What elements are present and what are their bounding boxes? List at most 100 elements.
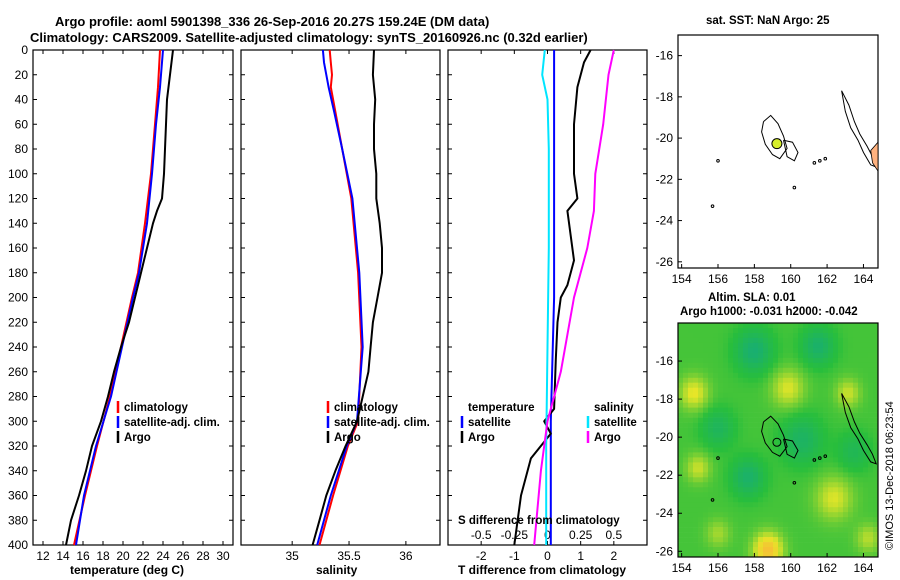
sla-cell [758,482,764,488]
sla-cell [743,472,749,478]
sla-cell [773,323,779,329]
sla-cell [773,452,779,458]
sla-cell [818,337,824,344]
sla-cell [738,537,744,543]
sla-cell [763,547,769,553]
sla-cell [843,502,849,508]
sla-cell [693,372,699,379]
sla-cell [798,323,804,329]
p2-series-satellite-adj-clim- [316,49,364,546]
sla-cell [843,392,849,398]
sla-cell [833,407,839,413]
sla-cell [848,467,854,473]
sla-cell [793,412,799,418]
sla-cell [838,397,844,403]
sla-cell [873,467,879,473]
sla-cell [688,532,694,538]
sla-cell [838,347,844,354]
sla-cell [853,417,859,423]
sla-cell [808,387,814,393]
sla-cell [773,472,779,478]
sla-cell [848,477,854,483]
sla-cell [808,367,814,374]
sla-cell [728,537,734,543]
sla-cell [853,497,859,503]
sla-cell [833,452,839,458]
sla-cell [773,512,779,518]
sla-cell [708,382,714,388]
sla-cell [708,477,714,483]
sla-cell [738,517,744,523]
sla-cell [753,482,759,488]
depth-tick-label: 280 [8,390,28,404]
sla-cell [833,507,839,513]
sla-cell [713,467,719,473]
sla-cell [748,372,754,379]
sla-cell [678,323,684,329]
sla-cell [723,387,729,393]
sla-cell [803,407,809,413]
sla-cell [778,517,784,523]
sla-cell [753,497,759,503]
sla-cell [863,512,869,518]
legend-s-satellite: satellite [594,417,637,429]
sla-cell [833,387,839,393]
sla-cell [713,377,719,384]
sla-cell [838,442,844,448]
sla-cell [783,522,789,528]
depth-tick-label: 300 [8,414,28,428]
sla-cell [698,362,704,369]
sla-cell [873,552,879,558]
sla-cell [703,492,709,498]
sla-cell [863,342,869,349]
sla-cell [788,427,794,433]
sla-cell [743,507,749,513]
sla-cell [743,477,749,483]
sla-cell [798,467,804,473]
sla-cell [828,507,834,513]
sla-cell [718,462,724,468]
sla-cell [738,367,744,374]
sla-cell [698,462,704,468]
sla-cell [788,412,794,418]
sla-cell [818,357,824,364]
sla-cell [848,417,854,423]
sla-cell [818,497,824,503]
sla-cell [703,347,709,354]
sla-cell [768,552,774,558]
sla-cell [838,512,844,518]
sla-cell [753,517,759,523]
sla-cell [678,352,684,359]
sla-cell [798,407,804,413]
sla-cell [743,412,749,418]
sla-cell [778,552,784,558]
sla-cell [698,422,704,428]
sla-cell [813,387,819,393]
sla-cell [693,457,699,463]
sla-cell [703,337,709,344]
sla-cell [823,477,829,483]
sla-cell [693,382,699,388]
sla-cell [863,527,869,533]
sla-cell [778,547,784,553]
sla-cell [733,387,739,393]
sla-cell [678,527,684,533]
sla-cell [813,532,819,538]
sla-cell [698,517,704,523]
sla-cell [703,542,709,548]
sla-cell [798,422,804,428]
sla-cell [768,357,774,364]
sla-cell [733,372,739,379]
sla-cell [828,442,834,448]
sla-cell [753,522,759,528]
sla-cell [768,472,774,478]
sla-cell [753,542,759,548]
sla-cell [743,432,749,438]
sla-cell [678,507,684,513]
sla-cell [843,547,849,553]
sla-cell [728,487,734,493]
sla-cell [868,427,874,433]
sla-cell [868,407,874,413]
sla-cell [823,407,829,413]
sla-cell [768,347,774,354]
